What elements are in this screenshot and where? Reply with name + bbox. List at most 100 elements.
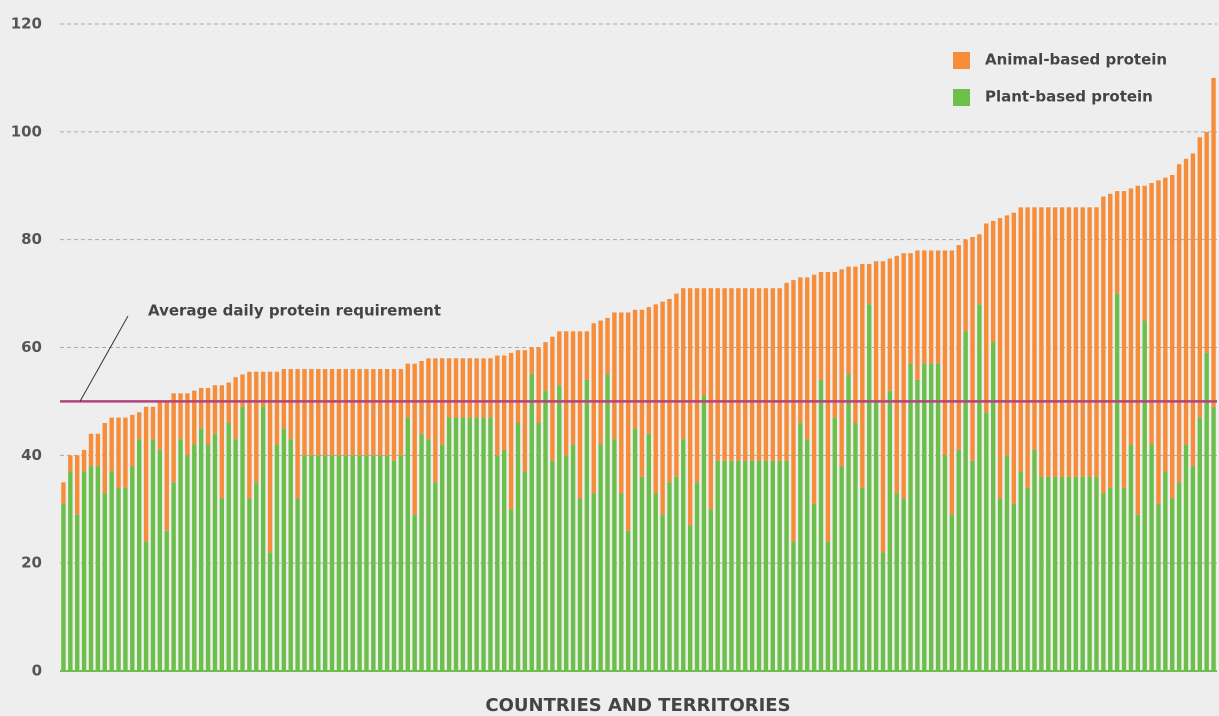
bar-segment (81, 449, 87, 472)
bar-segment (212, 433, 218, 671)
legend-label: Animal-based protein (985, 51, 1167, 69)
bar-segment (426, 439, 431, 671)
bar-segment (880, 552, 886, 671)
bar-segment (1142, 320, 1147, 671)
bar-segment (1204, 352, 1209, 671)
bar-segment (1011, 503, 1017, 671)
bar-segment (378, 369, 383, 456)
bar-segment (708, 288, 714, 510)
bar-segment (515, 422, 521, 671)
bar-segment (508, 509, 514, 671)
bar-segment (784, 460, 789, 671)
bar-segment (784, 282, 789, 461)
bar-segment (1156, 180, 1161, 504)
bar-segment (219, 498, 225, 671)
bar-segment (329, 455, 335, 671)
bar-segment (557, 385, 562, 671)
bar-segment (1059, 207, 1065, 477)
bar-segment (956, 245, 961, 450)
bar-segment (928, 363, 934, 671)
bar-segment (1004, 455, 1010, 671)
bar-segment (150, 406, 156, 440)
bar-segment (749, 288, 755, 461)
bar-segment (729, 460, 734, 671)
bar-segment (894, 493, 899, 671)
bar-segment (247, 371, 252, 499)
bar-segment (591, 493, 596, 671)
bar-segment (563, 455, 569, 671)
bar-segment (522, 471, 528, 671)
bar-segment (1121, 487, 1127, 671)
bar-segment (990, 220, 996, 343)
bar-segment (198, 428, 204, 671)
bar-segment (598, 444, 603, 671)
bar-segment (192, 444, 197, 671)
bar-segment (743, 460, 748, 671)
bar-segment (357, 369, 362, 456)
bar-segment (1004, 215, 1010, 456)
bar-segment (935, 363, 941, 671)
bar-segment (357, 455, 362, 671)
bar-segment (935, 250, 941, 364)
bar-segment (398, 455, 404, 671)
bar-segment (749, 460, 755, 671)
bar-segment (1025, 487, 1030, 671)
bar-segment (577, 331, 583, 499)
bar-segment (460, 417, 466, 671)
bar-segment (722, 288, 727, 461)
bar-segment (763, 288, 769, 461)
annotation-leader (79, 315, 129, 402)
bar-segment (550, 460, 555, 671)
bar-segment (873, 261, 879, 402)
bar-segment (577, 498, 583, 671)
bar-segment (143, 541, 149, 671)
bar-segment (853, 422, 858, 671)
bar-segment (274, 371, 280, 445)
bar-segment (453, 358, 459, 418)
bar-segment (123, 417, 128, 488)
bar-segment (1025, 207, 1030, 488)
bar-segment (694, 482, 700, 671)
bar-segment (646, 307, 652, 434)
bar-segment (963, 239, 968, 332)
bar-segment (860, 487, 865, 671)
bar-segment (426, 358, 431, 440)
bar-segment (942, 250, 948, 456)
bar-segment (570, 331, 576, 445)
bar-segment (350, 369, 355, 456)
bar-segment (791, 280, 796, 542)
bar-segment (701, 288, 707, 397)
bar-segment (949, 514, 955, 671)
bar-segment (371, 455, 376, 671)
bar-segment (977, 304, 982, 671)
bar-segment (488, 358, 493, 418)
bar-segment (805, 277, 810, 440)
bar-segment (839, 466, 844, 671)
bar-segment (1183, 158, 1189, 445)
bar-segment (550, 336, 555, 461)
bar-segment (681, 439, 686, 671)
bar-segment (412, 514, 417, 671)
bar-segment (1087, 476, 1092, 671)
bar-segment (233, 377, 238, 440)
bar-segment (694, 288, 700, 483)
y-tick-label: 60 (21, 338, 42, 356)
bar-segment (1032, 449, 1037, 671)
bar-segment (997, 218, 1003, 499)
y-tick-label: 100 (11, 122, 42, 140)
bar-segment (515, 350, 521, 423)
bar-segment (860, 263, 865, 488)
bar-segment (825, 541, 831, 671)
y-tick-label: 0 (32, 662, 42, 680)
bar-segment (708, 509, 714, 671)
bar-segment (1114, 191, 1120, 294)
bar-segment (880, 261, 886, 553)
bar-segment (1197, 417, 1202, 671)
bar-segment (1204, 131, 1209, 353)
bar-segment (591, 323, 596, 494)
bar-segment (853, 266, 858, 423)
bar-segment (543, 390, 548, 671)
bar-segment (185, 455, 190, 671)
bar-segment (873, 401, 879, 671)
bar-segment (433, 358, 438, 483)
